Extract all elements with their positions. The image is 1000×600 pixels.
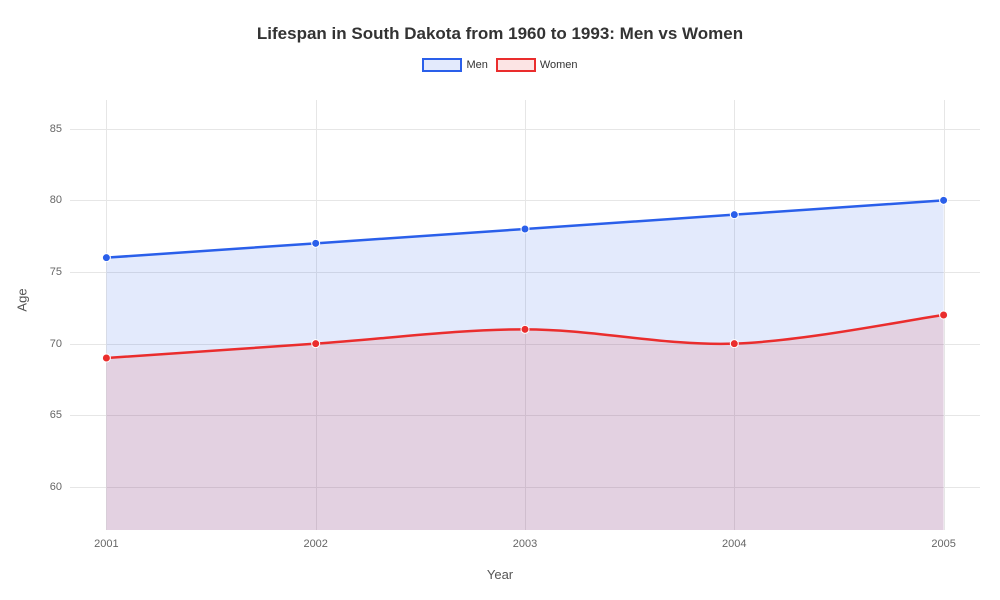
x-axis-label: Year [487, 567, 513, 582]
legend-swatch-men [422, 58, 462, 72]
x-tick-label: 2001 [94, 530, 118, 550]
series-marker-men [730, 211, 738, 219]
y-tick-label: 75 [50, 266, 70, 278]
y-tick-label: 60 [50, 481, 70, 493]
legend-label-women: Women [540, 59, 578, 71]
series-marker-men [521, 225, 529, 233]
y-tick-label: 85 [50, 123, 70, 135]
series-marker-women [102, 354, 110, 362]
series-marker-women [312, 340, 320, 348]
chart-title: Lifespan in South Dakota from 1960 to 19… [0, 0, 1000, 44]
legend-item-men: Men [422, 58, 487, 72]
series-marker-women [730, 340, 738, 348]
x-tick-label: 2004 [722, 530, 746, 550]
series-marker-women [940, 311, 948, 319]
x-tick-label: 2003 [513, 530, 537, 550]
x-tick-label: 2005 [931, 530, 955, 550]
series-marker-men [940, 196, 948, 204]
legend-swatch-women [496, 58, 536, 72]
y-axis-label: Age [15, 288, 30, 311]
plot-svg [70, 100, 980, 530]
x-tick-label: 2002 [303, 530, 327, 550]
y-tick-label: 80 [50, 194, 70, 206]
chart-container: Lifespan in South Dakota from 1960 to 19… [0, 0, 1000, 600]
legend: Men Women [0, 58, 1000, 72]
series-marker-men [312, 239, 320, 247]
legend-label-men: Men [466, 59, 487, 71]
series-marker-men [102, 254, 110, 262]
y-tick-label: 65 [50, 409, 70, 421]
legend-item-women: Women [496, 58, 578, 72]
plot-area: 60657075808520012002200320042005 [70, 100, 980, 530]
series-marker-women [521, 325, 529, 333]
y-tick-label: 70 [50, 338, 70, 350]
